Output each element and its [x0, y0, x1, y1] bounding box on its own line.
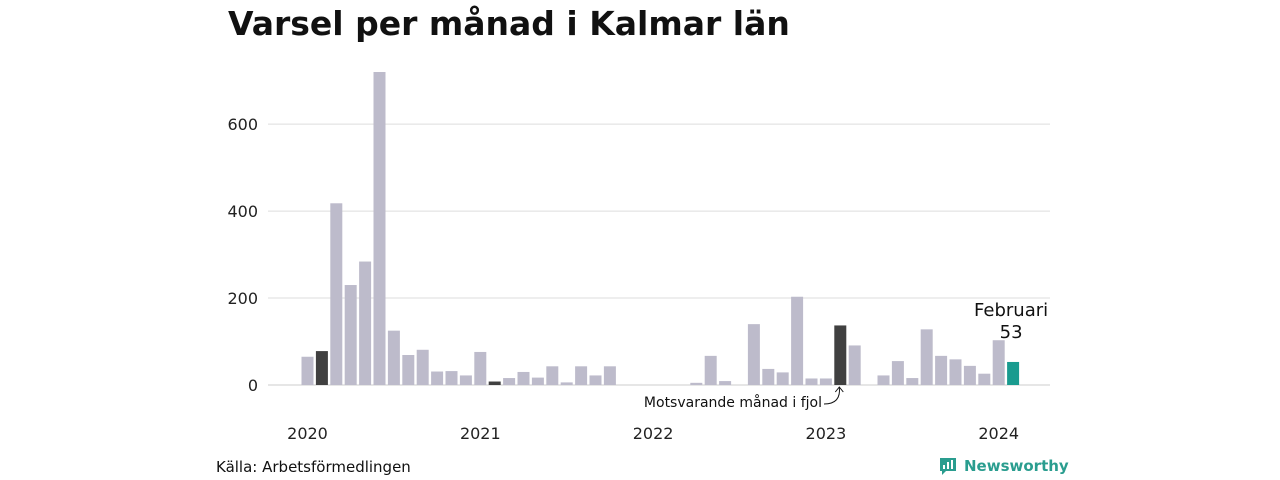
x-tick-label: 2021 — [460, 424, 501, 443]
x-tick-label: 2023 — [806, 424, 847, 443]
bar-2023-11 — [963, 365, 976, 385]
bar-2024-01 — [992, 340, 1005, 385]
bar-2023-09 — [935, 355, 948, 385]
bar-2023-05 — [877, 375, 890, 385]
bar-2023-12 — [978, 373, 991, 385]
x-axis-ticks: 2020 2021 2022 2023 2024 — [287, 424, 1019, 443]
bar-2023-06 — [891, 361, 904, 385]
bar-2020-07 — [387, 330, 400, 385]
bar-2024-02 — [1007, 361, 1020, 385]
bar-2021-02 — [488, 381, 501, 385]
comparison-annotation: Motsvarande månad i fjol — [644, 386, 844, 411]
bar-2021-08 — [575, 366, 588, 385]
bar-2021-01 — [474, 351, 487, 385]
bar-2020-08 — [402, 355, 415, 385]
bar-2020-04 — [344, 285, 357, 385]
bar-2020-03 — [330, 203, 343, 385]
y-tick-label: 400 — [227, 202, 258, 221]
bar-2022-04 — [690, 382, 703, 385]
bar-2023-10 — [949, 359, 962, 385]
y-tick-label: 600 — [227, 115, 258, 134]
x-tick-label: 2022 — [633, 424, 674, 443]
annotation-arrowhead — [834, 386, 844, 393]
annotation-text: Motsvarande månad i fjol — [644, 394, 822, 411]
bar-2022-08 — [747, 324, 760, 385]
brand-logo[interactable]: Newsworthy — [938, 456, 1069, 476]
source-note: Källa: Arbetsförmedlingen — [216, 458, 411, 476]
bar-2023-02 — [834, 325, 847, 385]
bar-2021-05 — [531, 377, 544, 385]
bar-2021-03 — [503, 378, 516, 385]
x-tick-label: 2020 — [287, 424, 328, 443]
bar-2023-07 — [906, 378, 919, 385]
bar-2023-08 — [920, 329, 933, 385]
bar-chart-speech-bubble-icon — [940, 458, 956, 475]
highlight-month-label: Februari — [974, 300, 1048, 321]
bar-2023-01 — [819, 378, 832, 385]
annotation-arrow — [823, 386, 840, 405]
bar-2020-09 — [416, 349, 429, 385]
bar-2020-05 — [359, 261, 372, 385]
bar-2021-10 — [603, 366, 616, 385]
bar-2020-06 — [373, 72, 386, 385]
x-tick-label: 2024 — [978, 424, 1019, 443]
bar-2023-03 — [848, 345, 861, 385]
highlight-label: Februari 53 — [974, 300, 1048, 343]
bar-2022-09 — [762, 368, 775, 385]
bar-2022-11 — [791, 296, 804, 385]
bar-2021-07 — [560, 382, 573, 385]
bar-2022-05 — [704, 355, 717, 385]
bar-2021-09 — [589, 375, 602, 385]
y-tick-label: 200 — [227, 289, 258, 308]
highlight-value-label: 53 — [1000, 322, 1023, 343]
bar-2020-12 — [459, 375, 472, 385]
bar-2020-02 — [315, 351, 328, 385]
bar-2022-12 — [805, 378, 818, 385]
bar-2020-01 — [301, 356, 314, 385]
bar-2020-11 — [445, 371, 458, 385]
bar-2021-06 — [546, 366, 559, 385]
y-axis-ticks: 0 200 400 600 — [227, 115, 258, 395]
brand-name: Newsworthy — [964, 457, 1069, 475]
y-tick-label: 0 — [248, 376, 258, 395]
bar-2022-10 — [776, 372, 789, 385]
chart-title: Varsel per månad i Kalmar län — [228, 4, 790, 43]
bar-2022-06 — [719, 381, 732, 385]
bar-2021-04 — [517, 371, 530, 385]
bar-2020-10 — [431, 371, 444, 385]
bar-series — [301, 72, 1020, 385]
